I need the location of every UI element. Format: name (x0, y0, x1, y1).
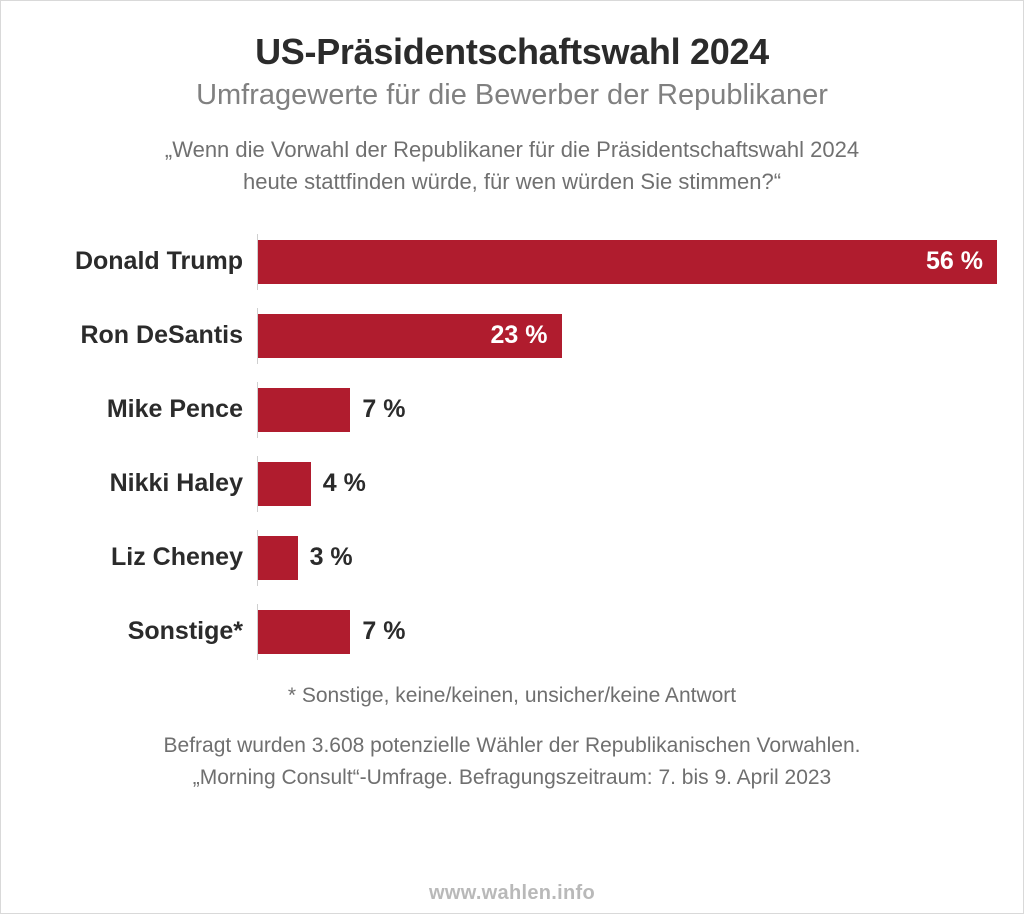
footnote: * Sonstige, keine/keinen, unsicher/keine… (27, 684, 997, 708)
bar: 23 % (258, 314, 562, 358)
bar-value: 7 % (350, 395, 405, 424)
page-subtitle: Umfragewerte für die Bewerber der Republ… (27, 79, 997, 112)
bar-area: 3 % (257, 530, 997, 586)
bar-value: 4 % (311, 469, 366, 498)
chart-container: US-Präsidentschaftswahl 2024 Umfragewert… (1, 1, 1023, 795)
bar-row: Ron DeSantis 23 % (45, 308, 997, 364)
bar-area: 7 % (257, 604, 997, 660)
bar-row: Nikki Haley4 % (45, 456, 997, 512)
survey-question: „Wenn die Vorwahl der Republikaner für d… (27, 134, 997, 198)
bar: 7 % (258, 610, 350, 654)
bar: 7 % (258, 388, 350, 432)
bar-area: 23 % (257, 308, 997, 364)
bar-chart: Donald Trump 56 % Ron DeSantis 23 % Mike Pen… (27, 234, 997, 660)
bar: 3 % (258, 536, 298, 580)
bar-area: 56 % (257, 234, 997, 290)
category-label: Liz Cheney (45, 543, 257, 572)
page-title: US-Präsidentschaftswahl 2024 (27, 31, 997, 73)
category-label: Sonstige* (45, 617, 257, 646)
bar-area: 4 % (257, 456, 997, 512)
category-label: Ron DeSantis (45, 321, 257, 350)
bar: 4 % (258, 462, 311, 506)
question-line-1: „Wenn die Vorwahl der Republikaner für d… (165, 137, 859, 162)
bar-value: 3 % (298, 543, 353, 572)
bar-area: 7 % (257, 382, 997, 438)
bar-row: Sonstige*7 % (45, 604, 997, 660)
method-line-1: Befragt wurden 3.608 potenzielle Wähler … (164, 734, 861, 757)
bar-row: Liz Cheney3 % (45, 530, 997, 586)
bar-value: 23 % (491, 321, 562, 350)
bar-row: Donald Trump 56 % (45, 234, 997, 290)
methodology: Befragt wurden 3.608 potenzielle Wähler … (27, 730, 997, 795)
method-line-2: „Morning Consult“-Umfrage. Befragungszei… (193, 766, 831, 789)
source-attribution: www.wahlen.info (1, 882, 1023, 905)
bar-value: 56 % (926, 247, 997, 276)
bar-value: 7 % (350, 617, 405, 646)
question-line-2: heute stattfinden würde, für wen würden … (243, 169, 781, 194)
bar-row: Mike Pence7 % (45, 382, 997, 438)
bar: 56 % (258, 240, 997, 284)
category-label: Nikki Haley (45, 469, 257, 498)
category-label: Mike Pence (45, 395, 257, 424)
category-label: Donald Trump (45, 247, 257, 276)
